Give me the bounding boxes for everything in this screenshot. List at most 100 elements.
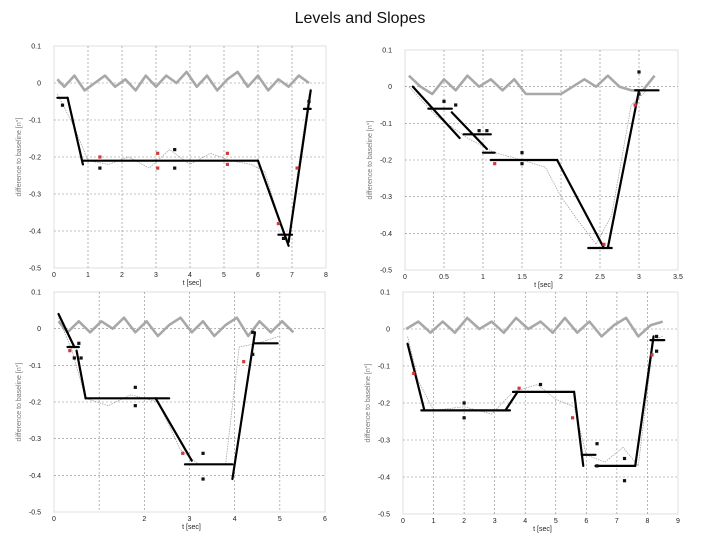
marker-black (538, 382, 543, 387)
panel-3: 0 2 3 4 5 6 0.1 0 -0.1 -0.2 -0.3 -0.4 -0.5 t [sec] dif… (15, 290, 327, 532)
marker-red (493, 162, 497, 166)
marker-black (637, 92, 641, 96)
x-tick-label: 3 (637, 274, 641, 281)
y-axis-label: difference to baseline [n°] (15, 362, 23, 441)
marker-black (251, 330, 255, 334)
fit-segment (606, 89, 641, 250)
marker-black (485, 129, 489, 133)
y-tick-label: 0 (388, 84, 392, 91)
y-tick-label: -0.1 (29, 363, 41, 370)
x-axis-label: t [sec] (183, 280, 202, 287)
x-tick-label: 2 (462, 518, 466, 525)
marker-black (307, 99, 311, 104)
x-tick-label: 1.5 (517, 274, 527, 281)
y-tick-label: -0.5 (29, 510, 41, 517)
y-tick-label: 0 (37, 326, 41, 333)
marker-black (462, 416, 466, 420)
series-baseline (56, 70, 310, 92)
y-tick-label: -0.3 (29, 192, 41, 199)
series-baseline (408, 74, 656, 96)
marker-black (442, 99, 446, 103)
fit-segment (555, 158, 606, 250)
fit-segment (57, 312, 76, 349)
marker-black (281, 236, 286, 240)
marker-black (595, 464, 599, 468)
y-tick-label: -0.5 (380, 268, 392, 275)
marker-black (79, 356, 83, 360)
marker-black (655, 334, 659, 338)
y-tick-label: -0.1 (378, 364, 390, 371)
x-tick-label: 6 (256, 272, 260, 279)
marker-red (156, 151, 160, 155)
marker-red (517, 386, 521, 390)
x-tick-label: 1 (432, 518, 436, 525)
fit-segment (450, 111, 488, 151)
y-axis-label: difference to baseline [n°] (366, 120, 374, 199)
marker-black (98, 166, 102, 170)
x-axis-label: t [sec] (533, 526, 552, 533)
x-tick-label: 4 (523, 518, 527, 525)
x-axis-label: t [sec] (534, 282, 553, 289)
marker-black (637, 70, 641, 74)
marker-red (98, 155, 102, 159)
x-tick-label: 9 (676, 518, 680, 525)
marker-black (173, 148, 177, 152)
fit-segment (75, 349, 87, 400)
y-tick-label: 0.1 (380, 290, 390, 297)
x-tick-label: 4 (188, 272, 192, 279)
marker-black (72, 356, 76, 360)
marker-black (595, 442, 599, 446)
marker-black (454, 103, 458, 107)
marker-red (602, 242, 606, 246)
y-tick-label: -0.2 (380, 158, 392, 165)
marker-black (251, 352, 255, 356)
marker-black (622, 456, 627, 461)
y-axis-label: difference to baseline [n°] (15, 117, 23, 196)
y-tick-label: -0.5 (378, 512, 390, 519)
marker-black (477, 129, 481, 133)
series-signal (407, 336, 663, 467)
marker-black (462, 401, 466, 405)
y-tick-label: -0.3 (380, 194, 392, 201)
y-tick-label: -0.1 (380, 121, 392, 128)
fit-segment (231, 331, 257, 481)
x-tick-label: 1 (481, 274, 485, 281)
marker-red (225, 162, 229, 166)
panel-4: 0 1 2 3 4 5 6 7 8 9 0.1 0 -0.1 -0.2 -0.3 -0.4 -0.5 t [sec… (364, 290, 680, 534)
page-title: Levels and Slopes (294, 10, 426, 27)
y-tick-label: -0.2 (29, 155, 41, 162)
marker-black (655, 349, 659, 353)
y-axis-label: difference to baseline [n°] (364, 363, 372, 442)
fit-segment (634, 335, 655, 467)
marker-red (68, 349, 72, 353)
x-tick-label: 5 (554, 518, 558, 525)
marker-black (60, 103, 65, 107)
marker-black (201, 477, 205, 481)
x-tick-label: 3 (493, 518, 497, 525)
x-tick-label: 6 (584, 518, 588, 525)
fit-segment (504, 390, 519, 412)
y-tick-label: -0.4 (378, 475, 390, 482)
x-tick-label: 3.5 (673, 274, 683, 281)
y-tick-label: 0.1 (31, 44, 41, 51)
x-tick-label: 1 (86, 272, 90, 279)
y-tick-label: -0.4 (380, 231, 392, 238)
y-tick-label: 0 (37, 81, 41, 88)
x-tick-label: 7 (290, 272, 294, 279)
marker-red (570, 416, 575, 420)
x-tick-label: 2 (120, 272, 124, 279)
x-tick-label: 2.5 (595, 274, 605, 281)
panel-1: 0 1 2 3 4 5 6 7 8 0.1 0 -0.1 -0.2 -0.3 -0.4 -0.5 t [sec]… (15, 44, 328, 288)
marker-red (276, 222, 280, 226)
marker-black (520, 151, 524, 155)
x-tick-label: 6 (323, 516, 327, 523)
x-tick-label: 3 (154, 272, 158, 279)
marker-black (173, 166, 177, 170)
marker-black (77, 341, 81, 345)
y-tick-label: 0.1 (382, 48, 392, 55)
x-tick-label: 3 (188, 516, 192, 523)
x-tick-label: 0 (403, 274, 407, 281)
x-tick-label: 7 (615, 518, 619, 525)
y-tick-label: -0.4 (29, 473, 41, 480)
x-tick-label: 2 (142, 516, 146, 523)
